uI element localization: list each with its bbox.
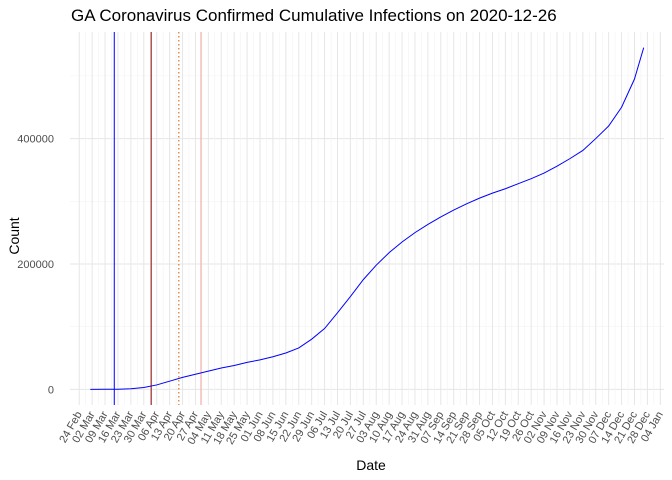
- y-tick-label: 400000: [17, 134, 54, 146]
- grid: [70, 32, 664, 405]
- series-lines: [90, 47, 645, 390]
- x-axis-title: Date: [356, 457, 386, 473]
- reference-lines: [113, 32, 202, 405]
- y-tick-label: 0: [48, 384, 54, 396]
- chart-title: GA Coronavirus Confirmed Cumulative Infe…: [71, 6, 557, 25]
- y-tick-label: 200000: [17, 259, 54, 271]
- y-axis-ticks: 0 200000 400000: [17, 134, 54, 397]
- y-axis-title: Count: [6, 217, 22, 254]
- series-line: [90, 47, 645, 390]
